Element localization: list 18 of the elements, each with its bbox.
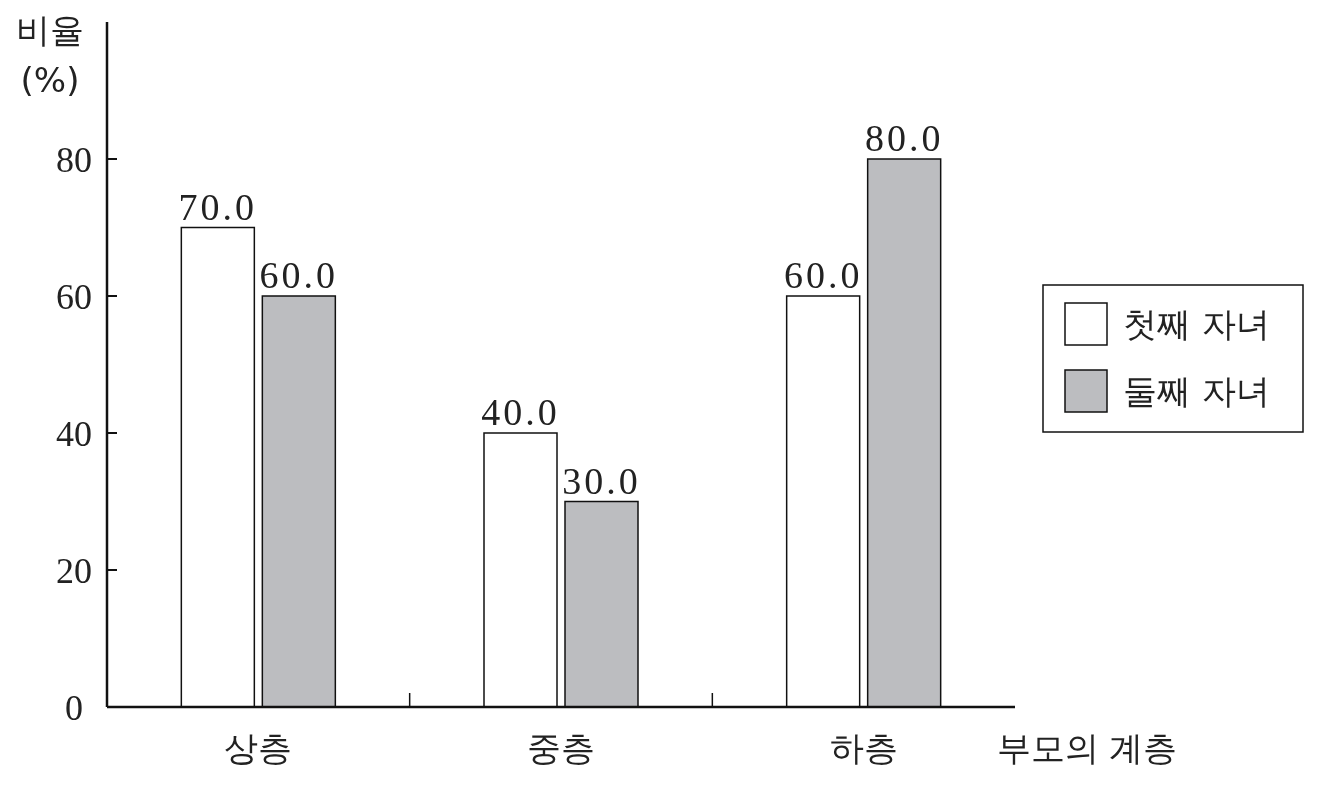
x-axis-title: 부모의 계층 bbox=[996, 728, 1178, 768]
data-label: 60.0 bbox=[783, 254, 863, 296]
y-tick-label: 60 bbox=[56, 276, 92, 317]
y-tick-label: 0 bbox=[65, 687, 83, 728]
legend-label: 첫째 자녀 bbox=[1123, 303, 1270, 344]
y-tick-label: 80 bbox=[56, 139, 92, 180]
data-label: 70.0 bbox=[178, 185, 258, 228]
y-axis-title: 비율 (%) bbox=[16, 10, 84, 100]
data-label: 80.0 bbox=[864, 117, 944, 159]
legend-label: 둘째 자녀 bbox=[1123, 370, 1270, 411]
data-label: 30.0 bbox=[562, 459, 641, 502]
x-tick-label: 상층 bbox=[224, 728, 293, 768]
x-tick-label: 하층 bbox=[829, 728, 898, 768]
data-label: 60.0 bbox=[259, 254, 339, 296]
y-tick-label: 40 bbox=[56, 413, 92, 454]
x-tick-label: 중층 bbox=[527, 728, 595, 768]
y-tick-label: 20 bbox=[56, 550, 92, 591]
data-label: 40.0 bbox=[481, 391, 560, 433]
